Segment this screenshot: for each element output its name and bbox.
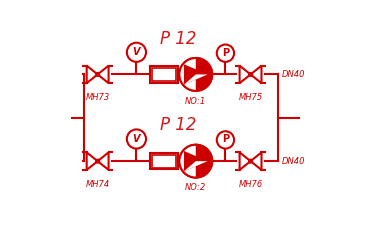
Text: P 12: P 12 — [160, 116, 197, 134]
Circle shape — [179, 145, 212, 178]
Text: V: V — [133, 47, 140, 57]
Text: MH74: MH74 — [85, 180, 110, 189]
Text: MH75: MH75 — [239, 93, 263, 102]
Bar — [150, 153, 177, 169]
Polygon shape — [184, 74, 208, 85]
Text: NO:2: NO:2 — [185, 183, 206, 192]
Text: P: P — [222, 48, 229, 58]
Text: DN40: DN40 — [281, 157, 305, 166]
Text: MH73: MH73 — [85, 93, 110, 102]
Wedge shape — [196, 58, 212, 90]
Circle shape — [179, 58, 212, 91]
Bar — [152, 155, 176, 168]
Polygon shape — [184, 151, 208, 171]
Wedge shape — [180, 58, 196, 90]
Text: MH76: MH76 — [239, 180, 263, 189]
Bar — [150, 66, 177, 83]
Wedge shape — [180, 145, 196, 177]
Polygon shape — [184, 161, 208, 171]
Text: P: P — [222, 134, 229, 144]
Polygon shape — [184, 64, 208, 85]
Text: NO:1: NO:1 — [185, 97, 206, 106]
Wedge shape — [196, 145, 212, 177]
Text: P 12: P 12 — [160, 30, 197, 48]
Bar — [152, 68, 176, 81]
Text: V: V — [133, 134, 140, 143]
Text: DN40: DN40 — [281, 70, 305, 79]
